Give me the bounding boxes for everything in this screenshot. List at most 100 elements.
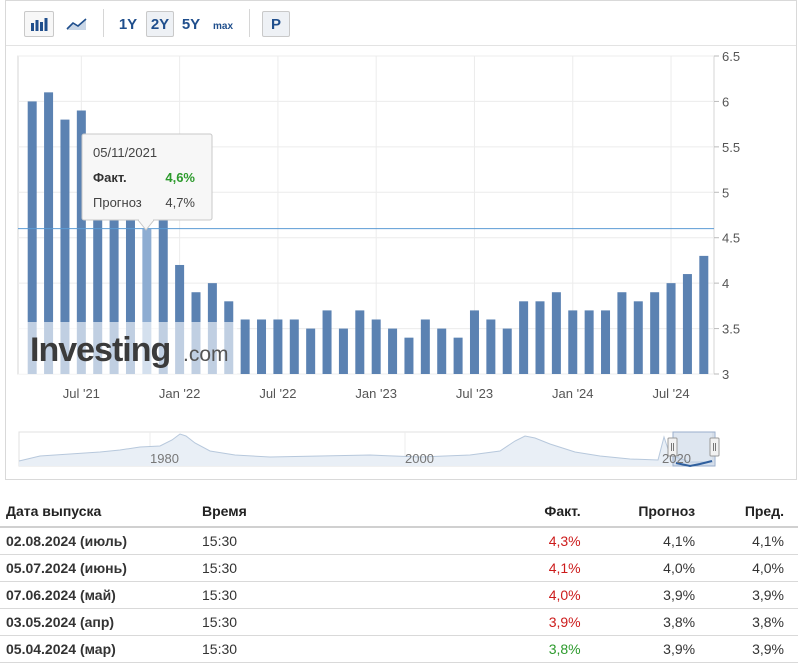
p-button[interactable]: P bbox=[262, 11, 290, 37]
bar[interactable] bbox=[76, 110, 86, 374]
previous-value: 3,9% bbox=[709, 635, 798, 663]
bar[interactable] bbox=[306, 328, 316, 374]
release-date: 03.05.2024 (апр) bbox=[0, 608, 194, 636]
tooltip-forecast-label: Прогноз bbox=[93, 195, 142, 210]
navigator-handle[interactable] bbox=[709, 437, 720, 457]
release-date: 07.06.2024 (май) bbox=[0, 581, 194, 609]
bar[interactable] bbox=[273, 319, 283, 374]
x-tick-label: Jul '24 bbox=[652, 386, 689, 401]
x-tick-label: Jan '23 bbox=[355, 386, 397, 401]
forecast-value: 4,0% bbox=[594, 554, 710, 582]
release-time: 15:30 bbox=[194, 527, 510, 555]
bar[interactable] bbox=[584, 310, 594, 374]
bar[interactable] bbox=[420, 319, 430, 374]
bar[interactable] bbox=[551, 292, 561, 374]
bar[interactable] bbox=[486, 319, 496, 374]
range-2y-button[interactable]: 2Y bbox=[146, 11, 174, 37]
bar[interactable] bbox=[93, 201, 103, 374]
x-tick-label: Jan '24 bbox=[552, 386, 594, 401]
header-forecast[interactable]: Прогноз bbox=[594, 496, 710, 528]
bar[interactable] bbox=[338, 328, 348, 374]
table-row: 05.04.2024 (мар) 15:30 3,8% 3,9% 3,9% bbox=[0, 635, 798, 663]
bar[interactable] bbox=[388, 328, 398, 374]
tooltip-actual-value: 4,6% bbox=[165, 170, 195, 185]
bar[interactable] bbox=[682, 274, 692, 374]
bar[interactable] bbox=[437, 328, 447, 374]
bar[interactable] bbox=[257, 319, 267, 374]
release-date: 02.08.2024 (июль) bbox=[0, 527, 194, 555]
actual-value: 4,0% bbox=[510, 581, 595, 609]
bar[interactable] bbox=[175, 264, 185, 374]
y-tick-label: 3 bbox=[722, 367, 729, 382]
bar[interactable] bbox=[44, 92, 54, 374]
forecast-value: 3,9% bbox=[594, 635, 710, 663]
bar[interactable] bbox=[158, 219, 168, 374]
bar[interactable] bbox=[453, 337, 463, 374]
release-time: 15:30 bbox=[194, 608, 510, 636]
range-1y-button[interactable]: 1Y bbox=[118, 15, 138, 33]
previous-value: 4,0% bbox=[709, 554, 798, 582]
bar[interactable] bbox=[519, 301, 529, 374]
y-tick-label: 5 bbox=[722, 185, 729, 200]
header-release-date[interactable]: Дата выпуска bbox=[0, 496, 194, 528]
bar[interactable] bbox=[355, 310, 365, 374]
navigator-year-label: 2020 bbox=[662, 451, 691, 466]
previous-value: 3,9% bbox=[709, 581, 798, 609]
y-tick-label: 4 bbox=[722, 276, 729, 291]
x-tick-label: Jul '22 bbox=[259, 386, 296, 401]
header-actual[interactable]: Факт. bbox=[510, 496, 595, 528]
header-previous[interactable]: Пред. bbox=[709, 496, 798, 528]
release-time: 15:30 bbox=[194, 554, 510, 582]
y-tick-label: 6.5 bbox=[722, 49, 740, 64]
table-row: 03.05.2024 (апр) 15:30 3,9% 3,8% 3,8% bbox=[0, 608, 798, 636]
bar[interactable] bbox=[650, 292, 660, 374]
navigator-selection[interactable] bbox=[672, 431, 716, 467]
x-tick-label: Jul '21 bbox=[63, 386, 100, 401]
previous-value: 4,1% bbox=[709, 527, 798, 555]
table-row: 02.08.2024 (июль) 15:30 4,3% 4,1% 4,1% bbox=[0, 527, 798, 555]
bar[interactable] bbox=[601, 310, 611, 374]
bar[interactable] bbox=[371, 319, 381, 374]
bar[interactable] bbox=[322, 310, 332, 374]
navigator-year-label: 2000 bbox=[405, 451, 434, 466]
navigator-area bbox=[19, 434, 713, 466]
table-row: 07.06.2024 (май) 15:30 4,0% 3,9% 3,9% bbox=[0, 581, 798, 609]
bar[interactable] bbox=[617, 292, 627, 374]
bar[interactable] bbox=[502, 328, 512, 374]
y-tick-label: 5.5 bbox=[722, 140, 740, 155]
bar-chart-icon[interactable] bbox=[24, 11, 54, 37]
navigator-handle[interactable] bbox=[667, 437, 678, 457]
bar[interactable] bbox=[109, 219, 119, 374]
bar[interactable] bbox=[568, 310, 578, 374]
bar[interactable] bbox=[60, 119, 70, 374]
actual-value: 4,3% bbox=[510, 527, 595, 555]
bar[interactable] bbox=[666, 283, 676, 374]
y-tick-label: 4.5 bbox=[722, 231, 740, 246]
bar[interactable] bbox=[699, 255, 709, 374]
bar[interactable] bbox=[142, 228, 152, 374]
bar[interactable] bbox=[289, 319, 299, 374]
forecast-value: 3,9% bbox=[594, 581, 710, 609]
bar[interactable] bbox=[633, 301, 643, 374]
investing-logo: Investing bbox=[30, 331, 170, 369]
bar[interactable] bbox=[125, 210, 135, 374]
bar[interactable] bbox=[27, 101, 37, 374]
area-chart-icon[interactable] bbox=[62, 11, 92, 37]
tooltip-date: 05/11/2021 bbox=[93, 145, 157, 160]
releases-table: Дата выпуска Время Факт. Прогноз Пред. 0… bbox=[0, 496, 798, 663]
bar[interactable] bbox=[535, 301, 545, 374]
range-max-button[interactable]: max bbox=[212, 20, 233, 32]
header-time[interactable]: Время bbox=[194, 496, 510, 528]
forecast-value: 4,1% bbox=[594, 527, 710, 555]
bar[interactable] bbox=[469, 310, 479, 374]
actual-value: 3,9% bbox=[510, 608, 595, 636]
range-5y-button[interactable]: 5Y bbox=[181, 15, 201, 33]
table-row: 05.07.2024 (июнь) 15:30 4,1% 4,0% 4,0% bbox=[0, 554, 798, 582]
bar[interactable] bbox=[240, 319, 250, 374]
investing-logo-suffix: .com bbox=[183, 343, 229, 366]
release-time: 15:30 bbox=[194, 635, 510, 663]
release-date: 05.07.2024 (июнь) bbox=[0, 554, 194, 582]
release-time: 15:30 bbox=[194, 581, 510, 609]
chart-toolbar: 1Y 2Y 5Y max P bbox=[6, 1, 796, 46]
bar[interactable] bbox=[404, 337, 414, 374]
